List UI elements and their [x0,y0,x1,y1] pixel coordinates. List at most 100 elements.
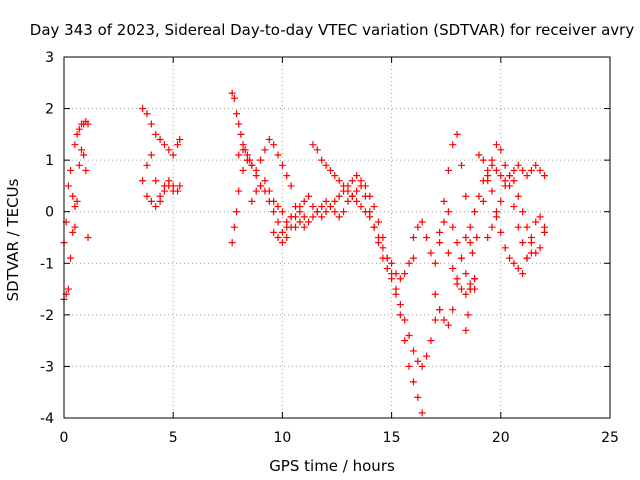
data-point [374,218,382,226]
data-point [462,326,470,334]
data-point [510,259,518,267]
series-arc-15 [436,130,479,283]
data-point [427,249,435,257]
data-point [440,197,448,205]
data-point [274,234,282,241]
data-point [348,177,356,185]
data-point [326,166,334,174]
data-point [527,166,535,174]
data-point [431,259,439,267]
data-point [318,203,326,211]
data-point [366,213,374,221]
data-point [497,146,505,154]
data-point [370,203,378,211]
data-point [466,285,474,293]
data-point [523,172,531,180]
x-tick-label: 5 [169,430,178,446]
data-point [366,192,374,200]
data-point [335,213,343,221]
data-point [139,177,147,185]
data-point [283,234,291,241]
series-arc-20 [484,172,548,257]
data-point [169,151,177,159]
data-point [353,172,361,180]
data-point [462,234,470,241]
data-point [305,218,313,226]
data-point [514,161,522,169]
data-point [270,141,278,149]
series-arc-7 [228,89,254,164]
x-tick-label: 15 [383,430,401,446]
series-arc-6 [143,182,177,211]
data-point [156,197,164,205]
data-point [313,208,321,216]
data-point [228,89,236,97]
data-point [237,130,245,138]
data-point [344,187,352,195]
data-point [265,136,273,144]
data-point [143,192,151,200]
data-point [309,213,317,221]
data-point [388,259,396,267]
x-axis-label: GPS time / hours [269,457,395,475]
series-arc-13 [409,208,479,293]
data-point [353,187,361,195]
data-point [318,156,326,164]
axis-ticks: 0 5 10 15 20 25 -4 -3 -2 -1 0 1 2 3 [40,50,619,446]
series-arc-10 [248,182,426,417]
data-point [449,141,457,149]
data-point [405,362,413,370]
data-point [436,228,444,236]
data-point [510,166,518,174]
y-tick-label: 3 [45,50,54,66]
data-point [409,254,417,262]
data-point [235,120,243,128]
data-point [261,177,269,185]
data-point [532,161,540,169]
data-point [523,223,531,231]
data-point [278,161,286,169]
data-point [318,213,326,221]
data-point [64,182,72,190]
data-point [536,166,544,174]
series-arc-4 [139,151,184,200]
data-point [348,192,356,200]
data-point [453,130,461,138]
data-point [156,136,164,144]
data-point [453,275,461,283]
data-point [176,182,184,190]
data-point [497,172,505,180]
data-point [488,187,496,195]
series-arc-21 [479,141,535,262]
data-point [514,192,522,200]
data-point [296,218,304,226]
series-arc-2 [60,203,79,303]
data-point [296,203,304,211]
data-point [444,321,452,329]
data-point [492,141,500,149]
data-point [479,197,487,205]
data-point [396,301,404,309]
data-point [160,187,168,195]
data-point [436,306,444,314]
data-point [457,285,465,293]
data-point [73,130,81,138]
data-point [233,208,241,216]
data-point [300,223,308,231]
data-point [165,182,173,190]
data-point [235,151,243,159]
data-point [462,290,470,298]
data-point [409,347,417,355]
data-point [501,244,509,252]
data-point [427,337,435,345]
data-point [423,352,431,360]
data-point [484,234,492,241]
data-point [160,141,168,149]
data-point [401,270,409,278]
data-point [492,166,500,174]
data-point [228,239,236,247]
series-arc-1 [60,146,92,247]
data-point [488,156,496,164]
data-point [396,311,404,319]
